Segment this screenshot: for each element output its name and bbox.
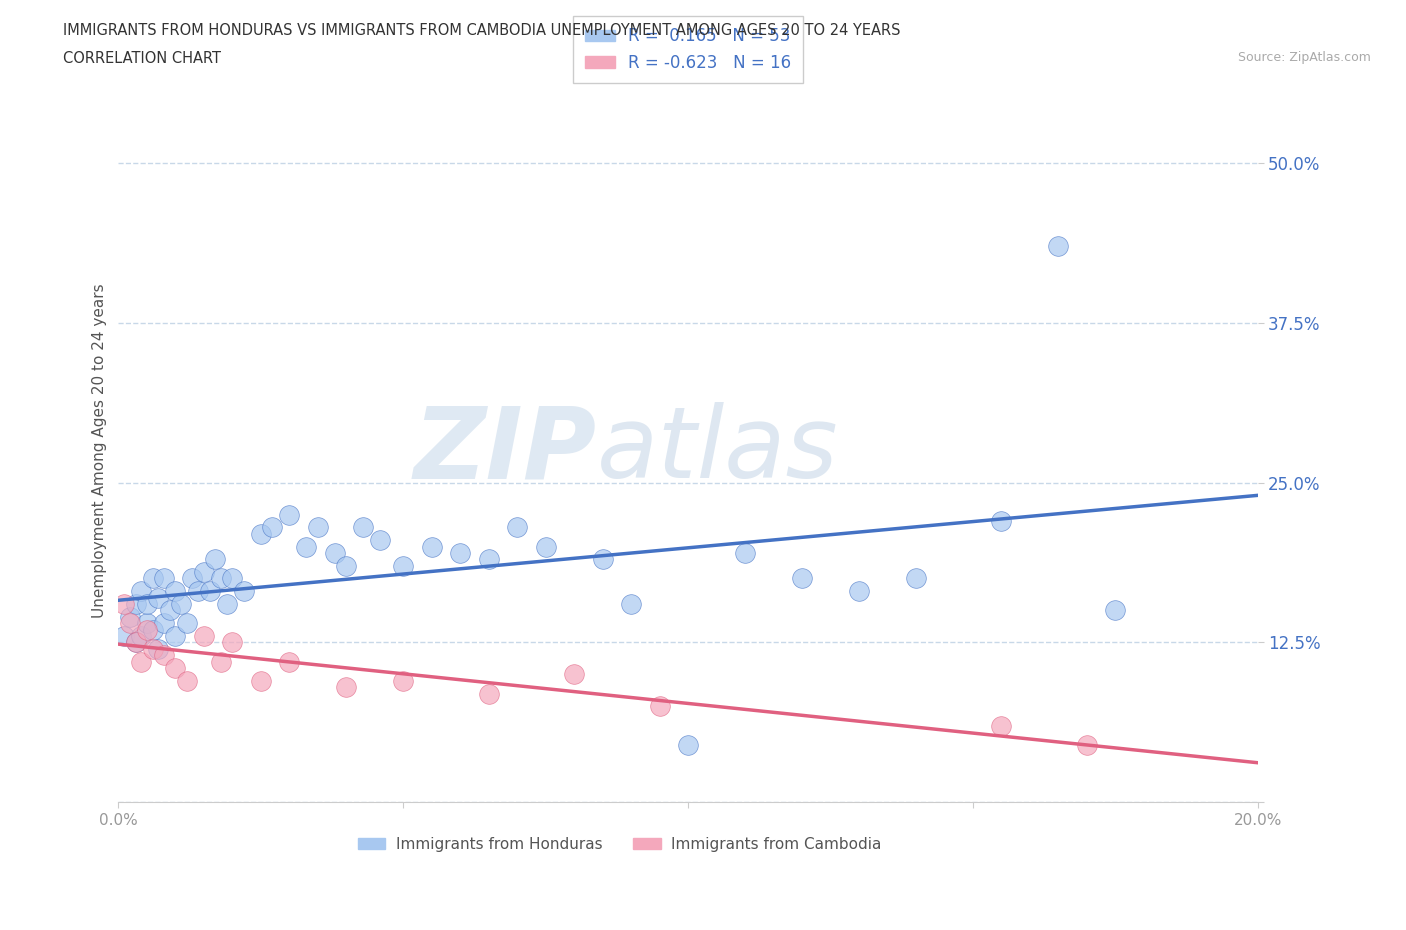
Point (112, 597, 135, 612)
Point (176, 616, 198, 631)
Text: atlas: atlas (598, 402, 838, 499)
Point (307, 520, 329, 535)
Point (129, 629, 152, 644)
Point (124, 635, 146, 650)
Point (449, 546, 471, 561)
Text: IMMIGRANTS FROM HONDURAS VS IMMIGRANTS FROM CAMBODIA UNEMPLOYMENT AMONG AGES 20 : IMMIGRANTS FROM HONDURAS VS IMMIGRANTS F… (63, 23, 901, 38)
Point (1047, 238, 1070, 253)
Point (904, 571, 927, 586)
Point (335, 558, 357, 573)
Point (129, 654, 152, 669)
Point (278, 654, 301, 669)
Point (648, 699, 671, 714)
Point (215, 597, 238, 612)
Y-axis label: Unemployment Among Ages 20 to 24 years: Unemployment Among Ages 20 to 24 years (93, 284, 107, 618)
Point (232, 584, 254, 599)
Point (148, 642, 170, 657)
Point (734, 546, 756, 561)
Text: ZIP: ZIP (413, 402, 598, 499)
Point (295, 539, 318, 554)
Point (335, 680, 357, 695)
Point (478, 551, 501, 566)
Legend: Immigrants from Honduras, Immigrants from Cambodia: Immigrants from Honduras, Immigrants fro… (352, 830, 887, 858)
Point (676, 737, 699, 752)
Point (990, 513, 1012, 528)
Point (142, 642, 165, 657)
Point (562, 667, 585, 682)
Point (193, 565, 215, 579)
Point (187, 584, 209, 599)
Point (176, 673, 198, 688)
Point (170, 597, 193, 612)
Point (142, 622, 165, 637)
Point (135, 616, 157, 631)
Point (990, 718, 1012, 733)
Point (124, 635, 146, 650)
Point (204, 551, 226, 566)
Point (352, 520, 374, 535)
Point (392, 673, 415, 688)
Point (1076, 737, 1098, 752)
Text: CORRELATION CHART: CORRELATION CHART (63, 51, 221, 66)
Text: Source: ZipAtlas.com: Source: ZipAtlas.com (1237, 51, 1371, 64)
Point (420, 539, 443, 554)
Point (534, 539, 557, 554)
Point (790, 571, 813, 586)
Point (165, 584, 187, 599)
Point (148, 591, 170, 605)
Point (221, 571, 243, 586)
Point (250, 673, 273, 688)
Point (129, 584, 152, 599)
Point (209, 571, 232, 586)
Point (142, 571, 165, 586)
Point (262, 520, 284, 535)
Point (221, 635, 243, 650)
Point (478, 686, 501, 701)
Point (165, 660, 187, 675)
Point (620, 597, 643, 612)
Point (118, 609, 141, 624)
Point (506, 520, 529, 535)
Point (135, 597, 157, 612)
Point (153, 571, 176, 586)
Point (165, 629, 187, 644)
Point (250, 526, 273, 541)
Point (278, 507, 301, 522)
Point (392, 558, 415, 573)
Point (198, 584, 221, 599)
Point (159, 603, 181, 618)
Point (181, 571, 204, 586)
Point (370, 533, 392, 548)
Point (193, 629, 215, 644)
Point (848, 584, 870, 599)
Point (153, 616, 176, 631)
Point (124, 597, 146, 612)
Point (1104, 603, 1126, 618)
Point (592, 551, 614, 566)
Point (118, 616, 141, 631)
Point (153, 648, 176, 663)
Point (209, 654, 232, 669)
Point (112, 629, 135, 644)
Point (323, 546, 346, 561)
Point (135, 622, 157, 637)
